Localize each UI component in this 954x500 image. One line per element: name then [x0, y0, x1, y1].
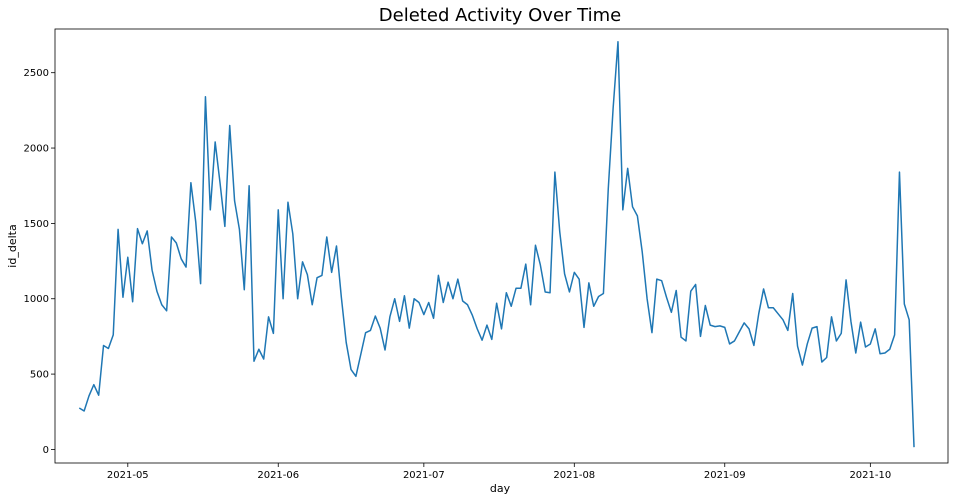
y-tick-label: 2000 — [24, 144, 49, 155]
x-tick-label: 2021-05 — [107, 470, 149, 481]
y-tick-label: 1000 — [24, 294, 49, 305]
x-tick-label: 2021-06 — [257, 470, 299, 481]
plot-frame — [54, 28, 949, 464]
series-line — [78, 41, 915, 448]
x-axis-label: day — [490, 482, 511, 495]
y-tick-label: 0 — [43, 445, 49, 456]
x-tick-label: 2021-08 — [553, 470, 595, 481]
y-tick-label: 2500 — [24, 68, 49, 79]
y-tick-label: 1500 — [24, 219, 49, 230]
x-tick-label: 2021-09 — [704, 470, 746, 481]
y-tick-label: 500 — [30, 370, 49, 381]
x-tick-label: 2021-07 — [403, 470, 445, 481]
plot-area: 0 500 1000 1500 2000 2500 2021-05 2021-06 2021-0… — [24, 41, 915, 481]
x-tick-label: 2021-10 — [849, 470, 891, 481]
y-axis-label: id_delta — [6, 224, 19, 267]
chart-title: Deleted Activity Over Time — [379, 5, 621, 26]
